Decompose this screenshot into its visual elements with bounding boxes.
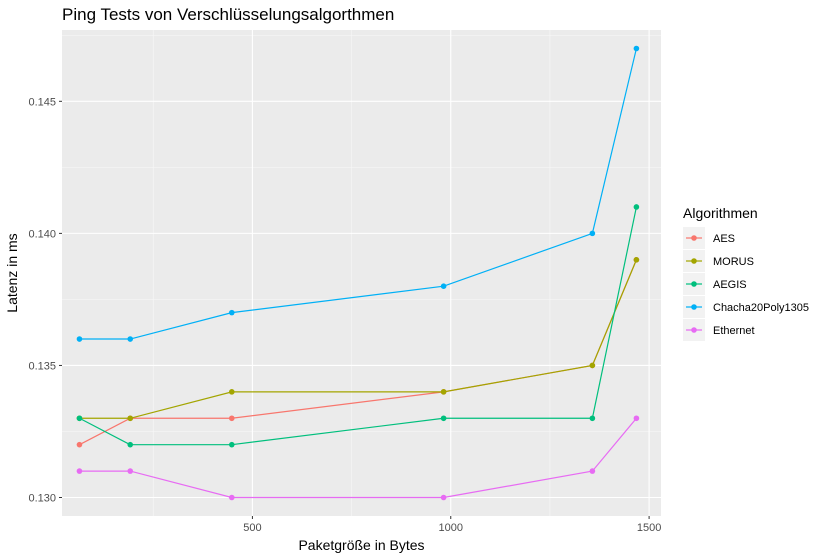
data-point-chacha20poly1305 xyxy=(228,309,235,316)
data-point-aegis xyxy=(633,204,640,210)
y-axis-title: Latenz in ms xyxy=(4,233,20,312)
grid-minor xyxy=(62,30,661,516)
data-point-ethernet xyxy=(228,494,235,501)
data-point-ethernet xyxy=(440,494,447,501)
data-point-ethernet xyxy=(633,415,640,422)
data-point-chacha20poly1305 xyxy=(127,336,134,342)
chart-title: Ping Tests von Verschlüsselungsalgorthme… xyxy=(62,5,394,24)
y-tick-label: 0.140 xyxy=(28,228,56,240)
legend-point-ethernet xyxy=(691,327,697,333)
legend-label-morus: MORUS xyxy=(713,256,754,268)
data-point-aegis xyxy=(589,415,596,422)
legend: Algorithmen AES MORUS AEGIS Chacha20Poly130… xyxy=(683,205,809,341)
series-line-chacha20poly1305 xyxy=(79,48,637,340)
x-tick-label: 1000 xyxy=(439,522,463,534)
legend-label-aegis: AEGIS xyxy=(713,279,747,291)
plot-panel xyxy=(62,30,661,516)
legend-label-chacha20poly1305: Chacha20Poly1305 xyxy=(713,302,809,314)
data-point-aegis xyxy=(228,441,235,448)
data-point-chacha20poly1305 xyxy=(589,230,596,237)
data-point-chacha20poly1305 xyxy=(440,283,447,290)
series-line-aegis xyxy=(79,206,637,446)
legend-title: Algorithmen xyxy=(683,205,758,221)
data-point-chacha20poly1305 xyxy=(76,336,83,342)
legend-point-morus xyxy=(691,258,697,264)
data-point-chacha20poly1305 xyxy=(633,45,640,52)
data-point-ethernet xyxy=(76,468,83,474)
data-point-aes xyxy=(76,441,83,448)
data-point-morus xyxy=(633,256,640,263)
legend-point-aegis xyxy=(691,281,697,287)
legend-point-aes xyxy=(691,235,697,241)
series-layer xyxy=(76,45,640,501)
y-tick-label: 0.145 xyxy=(28,96,56,108)
legend-label-ethernet: Ethernet xyxy=(713,325,755,337)
data-point-morus xyxy=(589,362,596,369)
axis-ticks: 500 1000 1500 0.130 0.135 0.140 0.145 xyxy=(28,96,661,534)
data-point-aegis xyxy=(127,441,134,448)
x-tick-label: 500 xyxy=(243,522,261,534)
series-line-morus xyxy=(79,259,637,419)
data-point-morus xyxy=(127,415,134,422)
y-tick-label: 0.130 xyxy=(28,493,56,505)
data-point-morus xyxy=(228,389,235,395)
data-point-aegis xyxy=(76,415,83,422)
legend-label-aes: AES xyxy=(713,233,735,245)
data-point-ethernet xyxy=(127,468,134,474)
legend-point-chacha20poly1305 xyxy=(691,304,697,310)
data-point-aes xyxy=(228,415,235,422)
grid-major xyxy=(62,30,661,516)
data-point-morus xyxy=(440,389,447,395)
y-tick-label: 0.135 xyxy=(28,360,56,372)
x-tick-label: 1500 xyxy=(637,522,661,534)
data-point-aegis xyxy=(440,415,447,422)
data-point-ethernet xyxy=(589,468,596,474)
x-axis-title: Paketgröße in Bytes xyxy=(298,537,424,553)
series-line-ethernet xyxy=(79,417,637,499)
